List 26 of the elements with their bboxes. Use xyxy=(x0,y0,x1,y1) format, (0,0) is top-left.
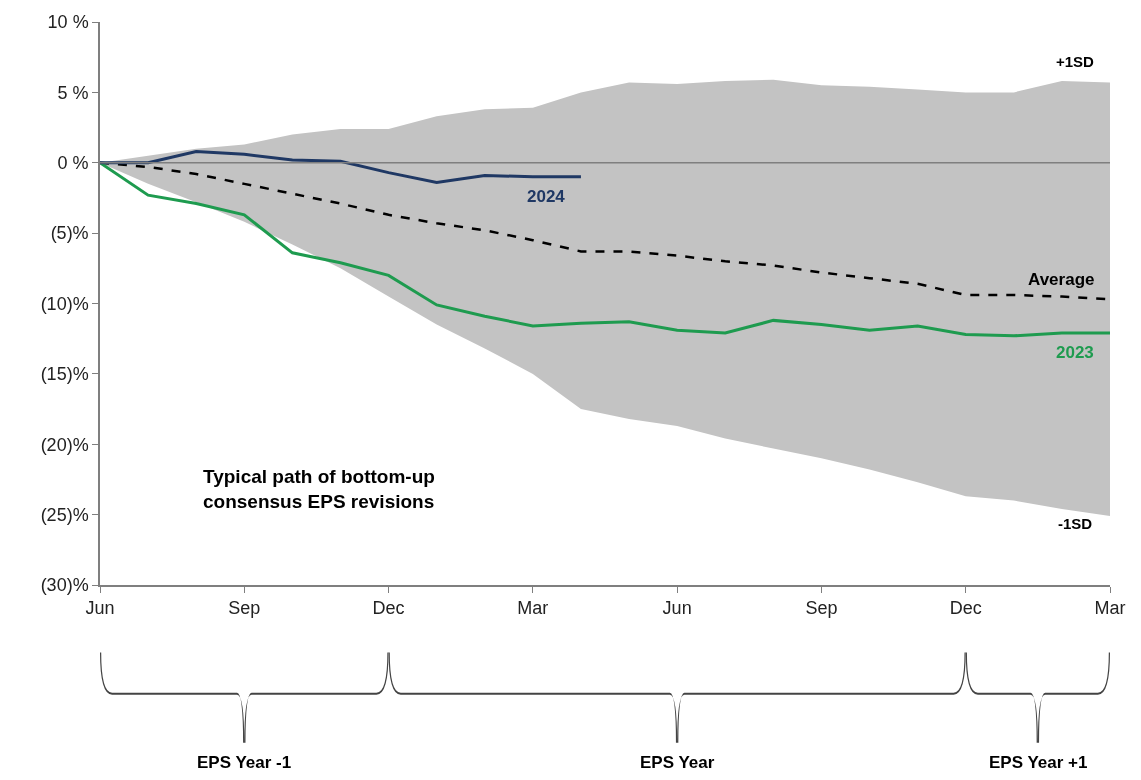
series-label: Average xyxy=(1028,270,1095,289)
x-tick-label: Jun xyxy=(662,598,692,619)
annotation: Typical path of bottom-up consensus EPS revisions xyxy=(203,466,435,512)
x-tick-label: Dec xyxy=(372,598,405,619)
series-label: 2024 xyxy=(527,187,566,206)
y-tick-label: (10)% xyxy=(40,293,89,314)
x-tick-label: Jun xyxy=(85,598,115,619)
text: EPS Year xyxy=(640,753,715,772)
y-tick-label: (30)% xyxy=(40,575,89,596)
y-tick-label: 5 % xyxy=(57,82,89,103)
y-tick-label: 0 % xyxy=(57,153,89,174)
annotation: +1SD xyxy=(1056,53,1095,70)
text: EPS Year -1 xyxy=(197,753,292,772)
y-tick-label: 10 % xyxy=(47,12,89,33)
annotation: -1SD xyxy=(1058,515,1093,532)
text: EPS Year +1 xyxy=(989,753,1088,772)
x-tick-label: Mar xyxy=(1094,598,1126,619)
y-tick-label: (5)% xyxy=(50,223,89,244)
y-tick-label: (20)% xyxy=(40,434,89,455)
y-tick-label: (15)% xyxy=(40,364,89,385)
x-tick-label: Sep xyxy=(805,598,838,619)
x-tick-label: Sep xyxy=(228,598,261,619)
y-tick-label: (25)% xyxy=(40,504,89,525)
series-label: 2023 xyxy=(1056,343,1094,362)
x-tick-label: Dec xyxy=(949,598,982,619)
x-tick-label: Mar xyxy=(517,598,549,619)
